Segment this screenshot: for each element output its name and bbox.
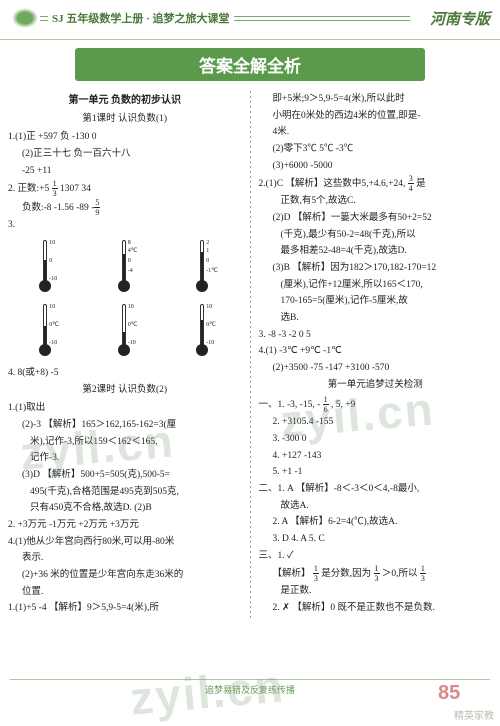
text: 2.(1)C 【解析】这些数中5,+4.6,+24, <box>259 180 406 190</box>
answer-line: 170-165=5(厘米),记作-5厘米,故 <box>259 294 493 310</box>
answer-line: 只有450克不合格,故选D. (2)B <box>8 501 242 517</box>
answer-line: 3. D 4. A 5. C <box>259 532 493 548</box>
answer-line: 正数,有5个,故选C. <box>259 194 493 210</box>
answer-line: 4. 8(或+8) -5 <box>8 366 242 382</box>
answer-line: 1.(1)取出 <box>8 401 242 417</box>
fraction: 16 <box>323 396 329 414</box>
answer-line: 2. A 【解析】6-2=4(℃),故选A. <box>259 515 493 531</box>
lesson-title: 第1课时 认识负数(1) <box>8 112 242 128</box>
answer-line: 负数:-8 -1.56 -89 -59 <box>8 199 242 217</box>
answer-line: 3. -300 0 <box>259 432 493 448</box>
answer-line: 4.(1) -3℃ +9℃ -1℃ <box>259 344 493 360</box>
answer-line: 记作-3. <box>8 451 242 467</box>
thermometer: 10 0 -10 <box>30 238 62 298</box>
answer-line: (3)D 【解析】500+5=505(克),500-5= <box>8 468 242 484</box>
answer-line: 选B. <box>259 311 493 327</box>
header-edition: 河南专版 <box>430 8 490 29</box>
answer-banner: 答案全解全析 <box>75 48 425 81</box>
answer-line: 2. 正数:+5 13 1307 34 <box>8 180 242 198</box>
answer-line: 4.(1)他从少年宫向西行80米,可以用-80米 <box>8 535 242 551</box>
page-number: 85 <box>438 682 460 704</box>
answer-line: -25 +11 <box>8 164 242 180</box>
column-divider <box>250 91 251 618</box>
answer-line: (千克),最少有50-2=48(千克),所以 <box>259 228 493 244</box>
answer-line: 位置. <box>8 585 242 601</box>
lesson-title: 第2课时 认识负数(2) <box>8 383 242 399</box>
answer-line: 小明在0米处的西边4米的位置,即是- <box>259 109 493 125</box>
answer-line: 表示. <box>8 551 242 567</box>
text: 负数:-8 -1.56 -89 <box>22 203 89 213</box>
answer-line: (2)+3500 -75 -147 +3100 -570 <box>259 361 493 377</box>
text: , 5, +9 <box>331 401 355 411</box>
left-column: 第一单元 负数的初步认识 第1课时 认识负数(1) 1.(1)正 +597 负 … <box>8 91 242 618</box>
fraction: 13 <box>313 565 319 583</box>
fraction: 13 <box>52 180 58 198</box>
answer-line: 一、1. -3, -15, - 16 , 5, +9 <box>259 396 493 414</box>
answer-line: 1.(1)+5 -4 【解析】9＞5,9-5=4(米),所 <box>8 601 242 617</box>
answer-line: 2. +3105.4 -155 <box>259 415 493 431</box>
content-area: 第一单元 负数的初步认识 第1课时 认识负数(1) 1.(1)正 +597 负 … <box>0 91 500 618</box>
answer-line: (3)B 【解析】因为182＞170,182-170=12 <box>259 261 493 277</box>
thermometer: 8 4℃ 0 -4 <box>109 238 141 298</box>
fraction: 13 <box>374 565 380 583</box>
answer-line: (2)-3 【解析】165＞162,165-162=3(厘 <box>8 418 242 434</box>
answer-line: 三、1. ✓ <box>259 549 493 565</box>
fraction: 59 <box>94 199 100 217</box>
text: 【解析】 <box>273 570 311 580</box>
answer-line: 2.(1)C 【解析】这些数中5,+4.6,+24, 34 是 <box>259 175 493 193</box>
answer-line: 米),记作-3,所以159＜162＜165, <box>8 435 242 451</box>
answer-line: (2)正三十七 负一百六十八 <box>8 147 242 163</box>
page-number-box: 85 <box>438 682 478 708</box>
fraction: 13 <box>420 565 426 583</box>
text: 一、1. -3, -15, - <box>259 401 321 411</box>
footer-rule <box>10 679 490 680</box>
answer-line: 4. +127 -143 <box>259 449 493 465</box>
thermometer: 10 0℃ -10 <box>187 302 219 362</box>
answer-line: (2)零下3℃ 5℃ -3℃ <box>259 142 493 158</box>
answer-line: 是正数. <box>259 584 493 600</box>
text: 是分数,因为 <box>321 570 371 580</box>
answer-line: (3)+6000 -5000 <box>259 159 493 175</box>
thermometer: 10 0℃ -10 <box>30 302 62 362</box>
answer-line: 4米. <box>259 125 493 141</box>
thermometer-row-1: 10 0 -10 8 4℃ 0 -4 2 1 0 -1℃ <box>8 238 242 298</box>
answer-line: 1.(1)正 +597 负 -130 0 <box>8 130 242 146</box>
answer-line: 最多相差52-48=4(千克),故选D. <box>259 244 493 260</box>
answer-line: 495(千克),合格范围是495克到505克, <box>8 485 242 501</box>
answer-line: 2. +3万元 -1万元 +2万元 +3万元 <box>8 518 242 534</box>
answer-line: (厘米),记作+12厘米,所以165＜170, <box>259 278 493 294</box>
unit-title: 第一单元 负数的初步认识 <box>8 93 242 110</box>
page-header: SJ 五年级数学上册 · 追梦之旅大课堂 河南专版 <box>0 0 500 40</box>
text: 2. 正数:+5 <box>8 184 49 194</box>
answer-line: (2)D 【解析】一篓大米最多有50+2=52 <box>259 211 493 227</box>
answer-line: 5. +1 -1 <box>259 465 493 481</box>
text: 1307 34 <box>60 184 91 194</box>
footer-attribution: 精英家教 <box>454 707 494 722</box>
logo-icon <box>12 8 38 28</box>
fraction: 34 <box>408 175 414 193</box>
q3-label: 3. <box>8 218 242 234</box>
answer-line: 2. ✗ 【解析】0 既不是正数也不是负数. <box>259 601 493 617</box>
answer-line: 二、1. A 【解析】-8＜-3＜0＜4,-8最小, <box>259 482 493 498</box>
answer-line: 故选A. <box>259 499 493 515</box>
answer-line: (2)+36 米的位置是少年宫向东走36米的 <box>8 568 242 584</box>
answer-line: 3. -8 -3 -2 0 5 <box>259 328 493 344</box>
thermometer: 10 0℃ -10 <box>109 302 141 362</box>
thermometer-row-2: 10 0℃ -10 10 0℃ -10 10 0℃ -10 <box>8 302 242 362</box>
answer-line: 即+5米;9＞5,9-5=4(米),所以此时 <box>259 92 493 108</box>
footer-motto: 追梦易错及反复练传播 <box>0 683 500 696</box>
answer-line: 【解析】 13 是分数,因为 13 ＞0,所以 13 <box>259 565 493 583</box>
header-title: SJ 五年级数学上册 · 追梦之旅大课堂 <box>48 13 234 25</box>
text: 精英家教 <box>454 711 494 722</box>
text: ＞0,所以 <box>382 570 418 580</box>
right-column: 即+5米;9＞5,9-5=4(米),所以此时 小明在0米处的西边4米的位置,即是… <box>259 91 493 618</box>
test-title: 第一单元追梦过关检测 <box>259 378 493 394</box>
thermometer: 2 1 0 -1℃ <box>187 238 219 298</box>
text: 是 <box>416 180 426 190</box>
